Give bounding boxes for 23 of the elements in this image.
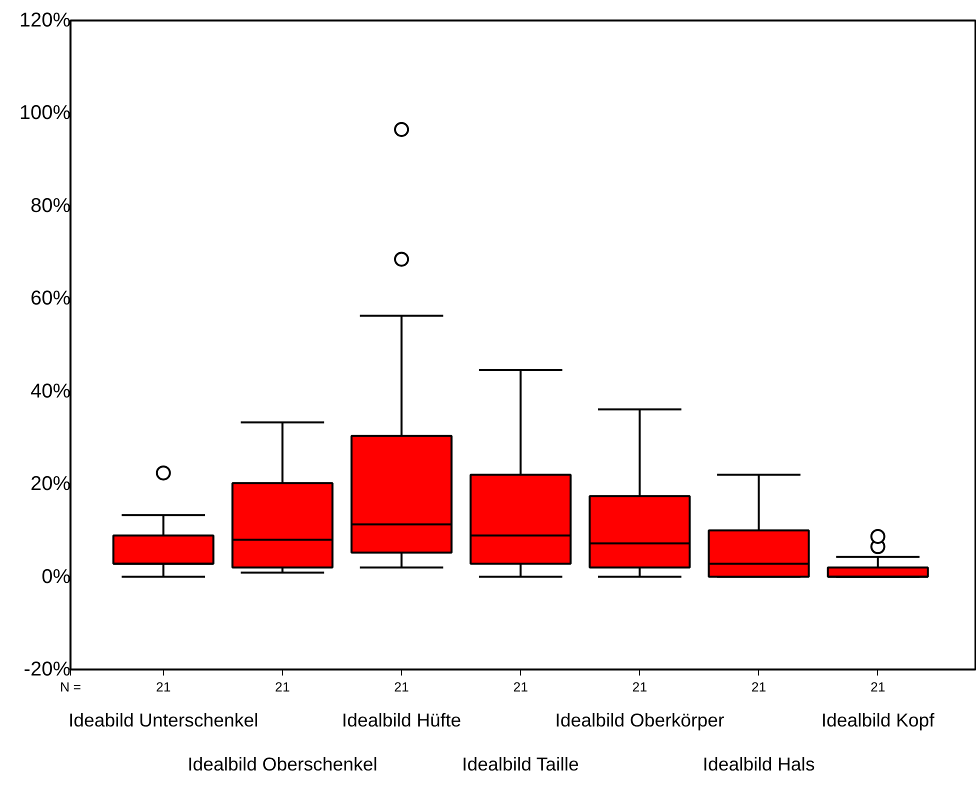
y-tick-label: 20%	[30, 473, 71, 496]
text: 21	[156, 680, 171, 694]
y-tick-label: -20%	[24, 658, 71, 680]
text: N =	[60, 680, 82, 694]
text: 21	[275, 680, 290, 694]
y-tick-label: 100%	[19, 102, 71, 124]
text: 21	[632, 680, 648, 694]
x-tick-label: Idealbild Hüfte	[342, 710, 462, 730]
x-tick-label: Idealbild Oberkörper	[555, 710, 724, 730]
text: 21	[751, 680, 766, 694]
y-tick-label: 40%	[30, 380, 71, 402]
y-tick-label: 0%	[42, 566, 71, 588]
text: 21	[394, 680, 409, 694]
x-tick-label: Idealbild Oberschenkel	[188, 754, 378, 774]
x-tick-label: Idealbild Kopf	[821, 710, 936, 730]
x-tick-label: Idealbild Hals	[702, 754, 815, 774]
y-tick-label: 120%	[19, 10, 71, 32]
y-tick-label: 60%	[30, 288, 71, 310]
y-tick-label: 80%	[30, 194, 71, 217]
text: 21	[870, 680, 886, 694]
x-tick-label: Idealbild Taille	[462, 754, 579, 774]
text: 21	[513, 680, 528, 694]
x-tick-label: Ideabild Unterschenkel	[68, 710, 258, 730]
